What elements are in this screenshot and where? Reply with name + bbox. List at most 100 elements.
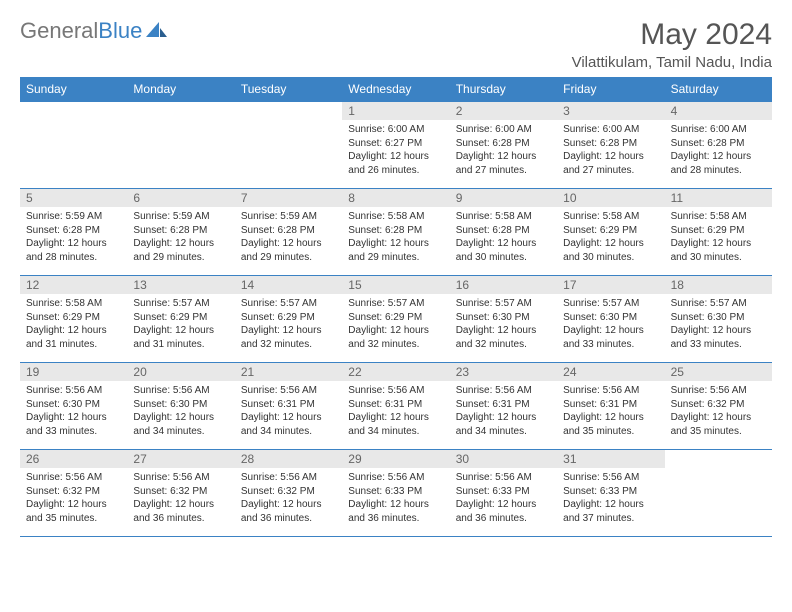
sunset-line: Sunset: 6:32 PM: [671, 398, 766, 412]
day-number: 15: [342, 276, 449, 294]
day-cell: 17Sunrise: 5:57 AMSunset: 6:30 PMDayligh…: [557, 276, 664, 362]
sunset-line: Sunset: 6:28 PM: [563, 137, 658, 151]
day-number: 19: [20, 363, 127, 381]
day-cell: 7Sunrise: 5:59 AMSunset: 6:28 PMDaylight…: [235, 189, 342, 275]
day-body: Sunrise: 5:58 AMSunset: 6:29 PMDaylight:…: [557, 207, 664, 268]
sunset-line: Sunset: 6:31 PM: [563, 398, 658, 412]
day-number: 17: [557, 276, 664, 294]
sunrise-line: Sunrise: 5:58 AM: [456, 210, 551, 224]
daylight-line: Daylight: 12 hours and 34 minutes.: [456, 411, 551, 438]
week-row: 12Sunrise: 5:58 AMSunset: 6:29 PMDayligh…: [20, 275, 772, 362]
daylight-line: Daylight: 12 hours and 35 minutes.: [671, 411, 766, 438]
sunrise-line: Sunrise: 6:00 AM: [671, 123, 766, 137]
sunset-line: Sunset: 6:27 PM: [348, 137, 443, 151]
day-body: Sunrise: 5:59 AMSunset: 6:28 PMDaylight:…: [127, 207, 234, 268]
daylight-line: Daylight: 12 hours and 32 minutes.: [241, 324, 336, 351]
daylight-line: Daylight: 12 hours and 27 minutes.: [456, 150, 551, 177]
daylight-line: Daylight: 12 hours and 36 minutes.: [241, 498, 336, 525]
day-cell: 10Sunrise: 5:58 AMSunset: 6:29 PMDayligh…: [557, 189, 664, 275]
sunset-line: Sunset: 6:30 PM: [26, 398, 121, 412]
daylight-line: Daylight: 12 hours and 36 minutes.: [456, 498, 551, 525]
day-cell: 14Sunrise: 5:57 AMSunset: 6:29 PMDayligh…: [235, 276, 342, 362]
sunrise-line: Sunrise: 5:58 AM: [563, 210, 658, 224]
sunset-line: Sunset: 6:29 PM: [241, 311, 336, 325]
daylight-line: Daylight: 12 hours and 35 minutes.: [26, 498, 121, 525]
sunset-line: Sunset: 6:32 PM: [241, 485, 336, 499]
daylight-line: Daylight: 12 hours and 29 minutes.: [133, 237, 228, 264]
day-body: Sunrise: 5:58 AMSunset: 6:29 PMDaylight:…: [20, 294, 127, 355]
day-body: Sunrise: 5:58 AMSunset: 6:29 PMDaylight:…: [665, 207, 772, 268]
day-body: Sunrise: 6:00 AMSunset: 6:28 PMDaylight:…: [450, 120, 557, 181]
day-header: Tuesday: [235, 77, 342, 101]
sunrise-line: Sunrise: 6:00 AM: [563, 123, 658, 137]
day-cell: 1Sunrise: 6:00 AMSunset: 6:27 PMDaylight…: [342, 102, 449, 188]
day-number: 22: [342, 363, 449, 381]
day-number: 2: [450, 102, 557, 120]
daylight-line: Daylight: 12 hours and 26 minutes.: [348, 150, 443, 177]
day-cell: 30Sunrise: 5:56 AMSunset: 6:33 PMDayligh…: [450, 450, 557, 536]
sunset-line: Sunset: 6:28 PM: [241, 224, 336, 238]
day-number: 14: [235, 276, 342, 294]
day-number: 1: [342, 102, 449, 120]
day-cell: 11Sunrise: 5:58 AMSunset: 6:29 PMDayligh…: [665, 189, 772, 275]
day-number: 10: [557, 189, 664, 207]
daylight-line: Daylight: 12 hours and 32 minutes.: [348, 324, 443, 351]
daylight-line: Daylight: 12 hours and 34 minutes.: [133, 411, 228, 438]
day-cell: 26Sunrise: 5:56 AMSunset: 6:32 PMDayligh…: [20, 450, 127, 536]
daylight-line: Daylight: 12 hours and 36 minutes.: [133, 498, 228, 525]
daylight-line: Daylight: 12 hours and 35 minutes.: [563, 411, 658, 438]
day-body: Sunrise: 5:56 AMSunset: 6:30 PMDaylight:…: [20, 381, 127, 442]
day-cell: 20Sunrise: 5:56 AMSunset: 6:30 PMDayligh…: [127, 363, 234, 449]
day-number: 12: [20, 276, 127, 294]
day-body: Sunrise: 5:56 AMSunset: 6:31 PMDaylight:…: [557, 381, 664, 442]
day-body: Sunrise: 5:57 AMSunset: 6:29 PMDaylight:…: [342, 294, 449, 355]
day-body: Sunrise: 5:56 AMSunset: 6:31 PMDaylight:…: [450, 381, 557, 442]
day-cell: 3Sunrise: 6:00 AMSunset: 6:28 PMDaylight…: [557, 102, 664, 188]
week-row: 1Sunrise: 6:00 AMSunset: 6:27 PMDaylight…: [20, 101, 772, 188]
daylight-line: Daylight: 12 hours and 28 minutes.: [671, 150, 766, 177]
day-number: 11: [665, 189, 772, 207]
day-cell: 8Sunrise: 5:58 AMSunset: 6:28 PMDaylight…: [342, 189, 449, 275]
sunset-line: Sunset: 6:28 PM: [26, 224, 121, 238]
daylight-line: Daylight: 12 hours and 33 minutes.: [671, 324, 766, 351]
day-number: 9: [450, 189, 557, 207]
day-header: Thursday: [450, 77, 557, 101]
daylight-line: Daylight: 12 hours and 37 minutes.: [563, 498, 658, 525]
sunset-line: Sunset: 6:30 PM: [133, 398, 228, 412]
day-header: Sunday: [20, 77, 127, 101]
sunrise-line: Sunrise: 5:56 AM: [133, 471, 228, 485]
day-body: Sunrise: 5:56 AMSunset: 6:32 PMDaylight:…: [235, 468, 342, 529]
week-row: 26Sunrise: 5:56 AMSunset: 6:32 PMDayligh…: [20, 449, 772, 537]
day-cell: 4Sunrise: 6:00 AMSunset: 6:28 PMDaylight…: [665, 102, 772, 188]
day-body: Sunrise: 5:56 AMSunset: 6:31 PMDaylight:…: [342, 381, 449, 442]
daylight-line: Daylight: 12 hours and 29 minutes.: [348, 237, 443, 264]
sunset-line: Sunset: 6:28 PM: [671, 137, 766, 151]
sunset-line: Sunset: 6:28 PM: [133, 224, 228, 238]
day-cell: 28Sunrise: 5:56 AMSunset: 6:32 PMDayligh…: [235, 450, 342, 536]
sunset-line: Sunset: 6:30 PM: [671, 311, 766, 325]
day-cell: 15Sunrise: 5:57 AMSunset: 6:29 PMDayligh…: [342, 276, 449, 362]
day-cell: 2Sunrise: 6:00 AMSunset: 6:28 PMDaylight…: [450, 102, 557, 188]
sunset-line: Sunset: 6:33 PM: [348, 485, 443, 499]
sunrise-line: Sunrise: 5:56 AM: [26, 384, 121, 398]
sunrise-line: Sunrise: 5:56 AM: [563, 384, 658, 398]
day-body: Sunrise: 5:57 AMSunset: 6:30 PMDaylight:…: [450, 294, 557, 355]
day-body: Sunrise: 5:56 AMSunset: 6:31 PMDaylight:…: [235, 381, 342, 442]
logo-text-2: Blue: [98, 18, 142, 44]
daylight-line: Daylight: 12 hours and 32 minutes.: [456, 324, 551, 351]
sunset-line: Sunset: 6:28 PM: [456, 137, 551, 151]
daylight-line: Daylight: 12 hours and 31 minutes.: [26, 324, 121, 351]
day-cell: 16Sunrise: 5:57 AMSunset: 6:30 PMDayligh…: [450, 276, 557, 362]
day-number: 16: [450, 276, 557, 294]
sunrise-line: Sunrise: 5:56 AM: [456, 471, 551, 485]
day-body: Sunrise: 6:00 AMSunset: 6:27 PMDaylight:…: [342, 120, 449, 181]
sunset-line: Sunset: 6:28 PM: [456, 224, 551, 238]
day-body: Sunrise: 5:56 AMSunset: 6:30 PMDaylight:…: [127, 381, 234, 442]
day-header-row: SundayMondayTuesdayWednesdayThursdayFrid…: [20, 77, 772, 101]
sunset-line: Sunset: 6:28 PM: [348, 224, 443, 238]
week-row: 19Sunrise: 5:56 AMSunset: 6:30 PMDayligh…: [20, 362, 772, 449]
daylight-line: Daylight: 12 hours and 33 minutes.: [563, 324, 658, 351]
sunrise-line: Sunrise: 5:57 AM: [563, 297, 658, 311]
sunset-line: Sunset: 6:29 PM: [348, 311, 443, 325]
sunrise-line: Sunrise: 5:57 AM: [348, 297, 443, 311]
